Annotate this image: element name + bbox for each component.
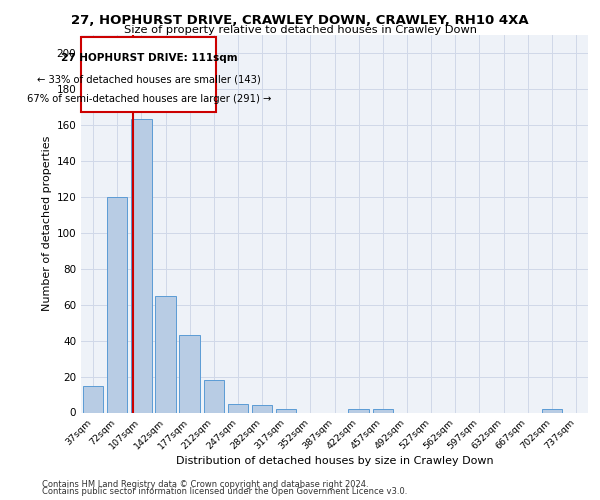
X-axis label: Distribution of detached houses by size in Crawley Down: Distribution of detached houses by size … [176, 456, 493, 466]
Text: Size of property relative to detached houses in Crawley Down: Size of property relative to detached ho… [124, 25, 476, 35]
Bar [252, 406, 272, 412]
Text: 27, HOPHURST DRIVE, CRAWLEY DOWN, CRAWLEY, RH10 4XA: 27, HOPHURST DRIVE, CRAWLEY DOWN, CRAWLE… [71, 14, 529, 27]
Bar [107, 197, 127, 412]
Bar [227, 404, 248, 412]
Bar [373, 409, 393, 412]
Bar [155, 296, 176, 412]
Bar [349, 409, 369, 412]
Bar [131, 120, 152, 412]
Text: Contains HM Land Registry data © Crown copyright and database right 2024.: Contains HM Land Registry data © Crown c… [42, 480, 368, 489]
Text: ← 33% of detached houses are smaller (143): ← 33% of detached houses are smaller (14… [37, 74, 261, 85]
Text: 27 HOPHURST DRIVE: 111sqm: 27 HOPHURST DRIVE: 111sqm [61, 53, 237, 63]
Bar [276, 409, 296, 412]
Bar [83, 386, 103, 412]
Bar [82, 37, 216, 113]
Y-axis label: Number of detached properties: Number of detached properties [42, 136, 52, 312]
Bar [179, 335, 200, 412]
Bar [542, 409, 562, 412]
Bar [203, 380, 224, 412]
Text: Contains public sector information licensed under the Open Government Licence v3: Contains public sector information licen… [42, 488, 407, 496]
Text: 67% of semi-detached houses are larger (291) →: 67% of semi-detached houses are larger (… [26, 94, 271, 104]
